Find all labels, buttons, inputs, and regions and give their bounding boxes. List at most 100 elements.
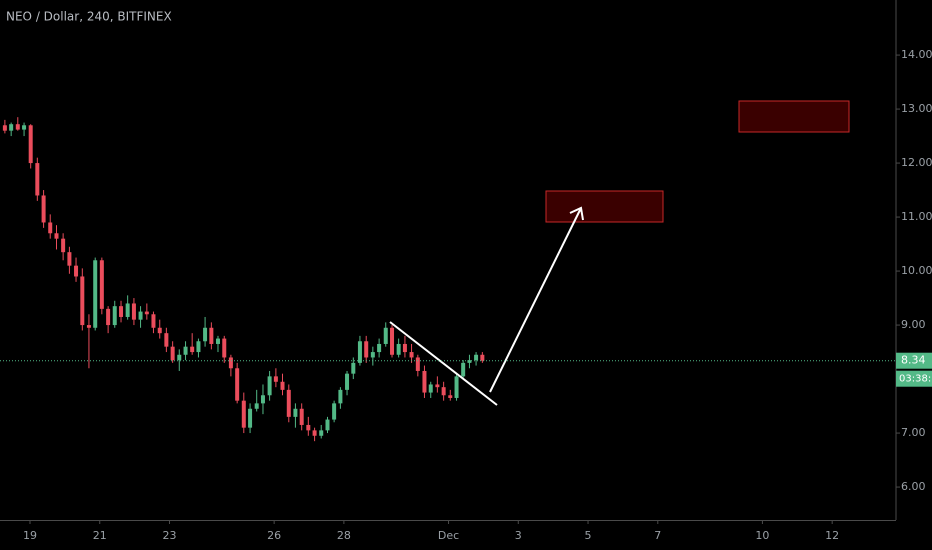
candle-body [48, 222, 53, 234]
candle-body [383, 327, 388, 344]
y-tick-label: 11.00 [901, 210, 932, 223]
y-tick-label: 10.00 [901, 264, 932, 277]
candle-body [138, 311, 143, 320]
candle-body [119, 306, 124, 317]
y-tick-label: 12.00 [901, 156, 932, 169]
candle-body [157, 327, 162, 334]
y-tick-label: 13.00 [901, 102, 932, 115]
x-tick-label: 21 [93, 529, 107, 542]
candle-body [422, 370, 427, 393]
candle-body [215, 338, 220, 344]
x-tick-label: 28 [337, 529, 351, 542]
candle-body [480, 354, 485, 361]
candle-body [164, 333, 169, 347]
x-tick-label: 12 [825, 529, 839, 542]
candle-body [306, 424, 311, 431]
candle-body [177, 354, 182, 361]
candle-body [209, 327, 214, 344]
candle-body [228, 357, 233, 369]
candle-body [345, 373, 350, 390]
candle-body [377, 343, 382, 353]
candle-body [428, 384, 433, 393]
candle-body [338, 389, 343, 404]
candle-body [196, 341, 201, 353]
candle-body [273, 376, 278, 382]
candle-body [448, 395, 453, 398]
candle-body [151, 314, 156, 328]
candle-body [190, 346, 195, 353]
x-tick-label: 19 [23, 529, 37, 542]
x-tick-label: 5 [585, 529, 592, 542]
candle-body [222, 338, 227, 358]
candle-body [409, 352, 414, 358]
candle-body [112, 306, 117, 326]
candle-body [351, 362, 356, 374]
candle-body [364, 341, 369, 358]
candle-body [319, 430, 324, 436]
y-tick-label: 9.00 [901, 318, 926, 331]
y-tick-label: 7.00 [901, 426, 926, 439]
x-tick-label: 7 [654, 529, 661, 542]
candle-body [15, 124, 20, 130]
candle-body [461, 362, 466, 377]
candle-body [260, 395, 265, 404]
candle-body [280, 381, 285, 390]
target-zone [545, 190, 664, 223]
candle-body [390, 327, 395, 355]
candle-body [35, 163, 40, 196]
candle-body [54, 233, 59, 239]
candle-body [28, 125, 33, 164]
countdown-box [896, 370, 932, 387]
candle-body [467, 360, 472, 363]
candle-body [286, 389, 291, 417]
candle-body [74, 265, 79, 277]
x-tick-label: 10 [755, 529, 769, 542]
candle-body [131, 303, 136, 320]
candle-body [299, 408, 304, 425]
candle-body [454, 376, 459, 398]
target-zone [738, 100, 850, 133]
trend-line [389, 321, 498, 406]
candle-body [170, 346, 175, 361]
candle-body [9, 124, 14, 131]
candle-body [183, 346, 188, 355]
y-tick-label: 6.00 [901, 480, 926, 493]
x-tick-label: 3 [515, 529, 522, 542]
candles [2, 117, 485, 442]
candle-body [357, 341, 362, 363]
candle-body [402, 343, 407, 353]
candle-body [254, 403, 259, 409]
candle-body [80, 276, 85, 326]
candle-body [41, 195, 46, 223]
countdown-label: 03:38:3 [899, 374, 932, 385]
last-price-box [896, 352, 932, 369]
candle-body [86, 325, 91, 328]
last-price-label: 8.34 [901, 354, 926, 367]
x-tick-label: 26 [267, 529, 281, 542]
candle-body [93, 260, 98, 328]
candle-body [267, 376, 272, 396]
x-tick-label: 23 [163, 529, 177, 542]
candle-body [99, 260, 104, 309]
candle-body [293, 408, 298, 417]
candle-body [332, 403, 337, 420]
candle-body [144, 311, 149, 315]
y-tick-label: 14.00 [901, 48, 932, 61]
candle-body [325, 419, 330, 431]
candle-body [203, 327, 208, 342]
candle-body [241, 400, 246, 428]
arrow-head [569, 206, 584, 221]
chart-title: NEO / Dollar, 240, BITFINEX [6, 10, 172, 24]
candle-body [106, 308, 111, 326]
candle-body [125, 303, 130, 317]
candle-body [61, 238, 66, 253]
candle-body [235, 368, 240, 401]
arrow [489, 207, 582, 393]
candle-body [22, 125, 27, 130]
candle-body [312, 430, 317, 436]
candle-body [474, 354, 479, 361]
candle-body [415, 357, 420, 371]
